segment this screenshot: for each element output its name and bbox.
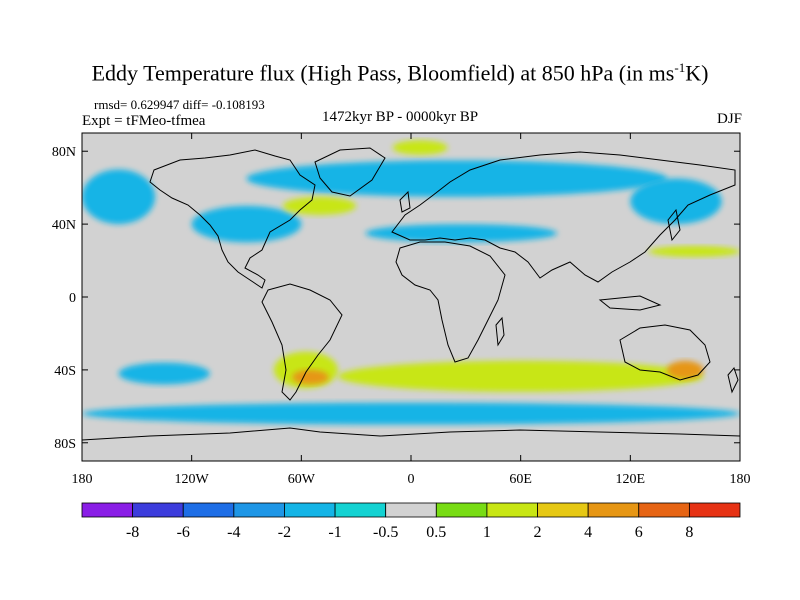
colorbar-swatch-2 bbox=[182, 502, 235, 518]
colorbar-label: 1 bbox=[483, 524, 491, 541]
coastlines bbox=[82, 147, 740, 441]
lat-tick-label: 40S bbox=[54, 364, 76, 379]
colorbar-swatch-8 bbox=[486, 502, 538, 518]
colorbar-label: 8 bbox=[685, 524, 693, 541]
colorbar-label: -4 bbox=[227, 524, 240, 541]
map-title: Eddy Temperature flux (High Pass, Bloomf… bbox=[0, 60, 800, 86]
map-title-sup: -1 bbox=[674, 60, 686, 75]
colorbar-swatch-5 bbox=[334, 502, 387, 518]
experiment-label: Expt = tFMeo-tfmea bbox=[82, 113, 206, 129]
flux-region-6 bbox=[630, 178, 722, 225]
flux-region-3 bbox=[191, 205, 302, 243]
flux-region-8 bbox=[283, 196, 357, 215]
colorbar-label: 2 bbox=[534, 524, 542, 541]
lon-tick-label: 0 bbox=[408, 472, 415, 487]
map-title-text: Eddy Temperature flux (High Pass, Bloomf… bbox=[91, 60, 675, 86]
colorbar-label: -1 bbox=[328, 524, 341, 541]
colorbar-swatch-9 bbox=[537, 502, 589, 518]
colorbar-swatch-3 bbox=[233, 502, 285, 518]
colorbar-swatch-12 bbox=[688, 502, 741, 518]
lon-tick-label: 120E bbox=[616, 472, 646, 487]
flux-region-12 bbox=[292, 369, 329, 385]
flux-region-7 bbox=[392, 140, 448, 155]
colorbar-swatch-1 bbox=[132, 502, 184, 518]
lat-tick-label: 40N bbox=[52, 218, 76, 233]
colorbar-label: -6 bbox=[177, 524, 190, 541]
lon-tick-label: 60E bbox=[509, 472, 532, 487]
axis-tick-labels: 180 120W 60W 0 60E 120E 180 80N 40N 0 40S 80S bbox=[52, 145, 751, 487]
colorbar-swatch-0 bbox=[81, 502, 134, 518]
colorbar-swatch-11 bbox=[638, 502, 690, 518]
flux-region-5 bbox=[365, 224, 558, 243]
lon-tick-label: 180 bbox=[730, 472, 751, 487]
colorbar-label: -8 bbox=[126, 524, 139, 541]
colorbar-swatch-6 bbox=[385, 502, 437, 518]
lat-tick-label: 0 bbox=[69, 291, 76, 306]
colorbar-label: -0.5 bbox=[373, 524, 398, 541]
colorbar-label: 6 bbox=[635, 524, 643, 541]
colorbar-label: 4 bbox=[584, 524, 592, 541]
flux-region-1 bbox=[82, 402, 740, 425]
lon-tick-label: 180 bbox=[72, 472, 93, 487]
axis-ticks bbox=[81, 133, 741, 461]
colorbar-label: -2 bbox=[278, 524, 291, 541]
season-label: DJF bbox=[716, 111, 742, 127]
colorbar-swatch-7 bbox=[435, 502, 488, 518]
period-label: 1472kyr BP - 0000kyr BP bbox=[321, 109, 479, 125]
flux-region-2 bbox=[82, 169, 156, 225]
flux-region-9 bbox=[648, 245, 740, 257]
lon-tick-label: 120W bbox=[175, 472, 210, 487]
colorbar: -8 -6 -4 -2 -1 -0.5 0.5 1 2 4 6 8 bbox=[81, 502, 741, 541]
flux-region-0 bbox=[118, 362, 210, 385]
lat-tick-label: 80N bbox=[52, 145, 76, 160]
colorbar-swatch-10 bbox=[587, 502, 640, 518]
colorbar-label: 0.5 bbox=[426, 524, 446, 541]
stats-label: rmsd= 0.629947 diff= -0.108193 bbox=[94, 97, 265, 112]
flux-region-11 bbox=[337, 360, 704, 392]
colorbar-swatch-4 bbox=[284, 502, 336, 518]
lat-tick-label: 80S bbox=[54, 437, 76, 452]
lon-tick-label: 60W bbox=[288, 472, 316, 487]
map-title-tail: K) bbox=[685, 60, 709, 86]
flux-region-13 bbox=[666, 360, 704, 379]
